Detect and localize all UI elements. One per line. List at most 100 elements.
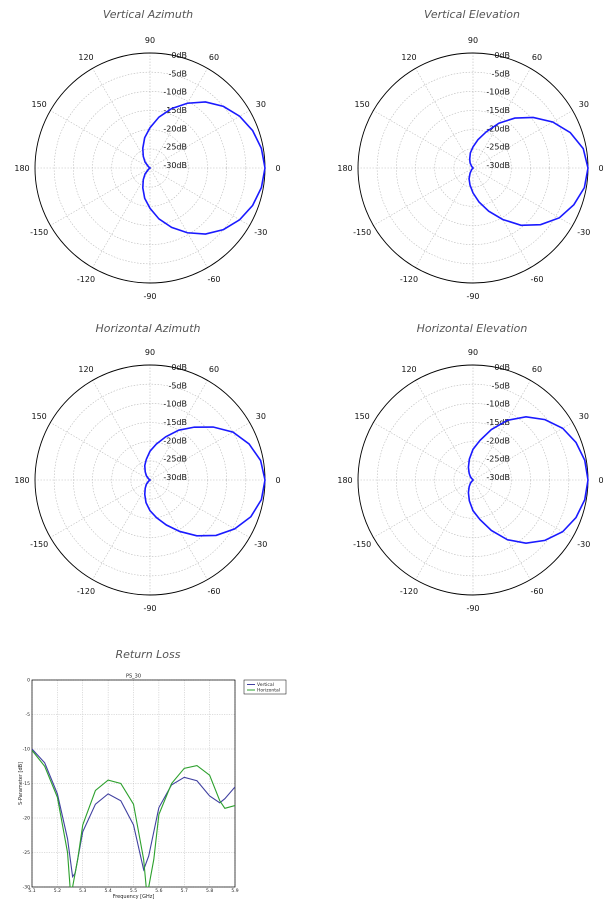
polar-grid-spoke	[149, 422, 250, 481]
radial-tick-label: 0dB	[494, 363, 510, 372]
x-tick-label: 5.6	[155, 888, 162, 894]
polar-grid-spoke	[415, 167, 474, 268]
angle-tick-label: 120	[78, 365, 93, 374]
plot-subtitle: PS_30	[126, 674, 141, 680]
x-tick-label: 5.9	[231, 888, 238, 894]
polar-chart-3: 90 60 30 0 -30 -60 -90 -120 -150 180 150 120 0dB -5dB…	[337, 348, 603, 613]
polar-grid-spoke	[415, 68, 474, 169]
angle-tick-label: 180	[14, 476, 29, 485]
radial-tick-label: -25dB	[163, 455, 187, 464]
radial-tick-label: -5dB	[491, 69, 510, 78]
polar-grid-ring	[73, 403, 227, 557]
radial-tick-label: -10dB	[486, 88, 510, 97]
y-tick-label: -15	[23, 781, 30, 787]
polar-grid-ring	[434, 129, 512, 207]
polar-grid-spoke	[92, 479, 151, 580]
angle-tick-label: 150	[32, 412, 47, 421]
angle-tick-label: -120	[400, 587, 418, 596]
x-tick-label: 5.1	[28, 888, 35, 894]
series-line-horizontal	[32, 750, 235, 887]
legend-entry: Vertical	[257, 682, 274, 688]
polar-grid-spoke	[415, 380, 474, 481]
angle-tick-label: 120	[78, 53, 93, 62]
return-loss-chart: 5.1 5.2 5.3 5.4 5.5 5.6 5.7 5.8 5.9 0 -5 -10 -15 -20 -…	[18, 674, 287, 900]
polar-grid-spoke	[415, 479, 474, 580]
radial-tick-label: -20dB	[486, 124, 510, 133]
polar-grid-spoke	[472, 479, 531, 580]
radial-tick-label: 0dB	[494, 51, 510, 60]
angle-tick-label: -60	[530, 275, 543, 284]
polar-grid-ring	[111, 441, 189, 519]
x-tick-label: 5.3	[79, 888, 86, 894]
angle-tick-label: -120	[77, 587, 95, 596]
y-axis-label: S-Parameter [dB]	[18, 762, 24, 805]
radial-tick-label: -15dB	[163, 106, 187, 115]
y-tick-label: -20	[23, 816, 30, 822]
polar-grid-spoke	[373, 110, 474, 169]
angle-tick-label: -60	[530, 587, 543, 596]
plot-frame	[31, 679, 236, 888]
angle-tick-label: -150	[353, 228, 371, 237]
angle-tick-label: 60	[209, 53, 219, 62]
radial-tick-label: -5dB	[168, 69, 187, 78]
polar-grid-ring	[396, 91, 550, 245]
radial-tick-label: -25dB	[486, 143, 510, 152]
polar-grid-spoke	[92, 380, 151, 481]
angle-tick-label: 180	[337, 164, 352, 173]
chart-title-horizontal-azimuth: Horizontal Azimuth	[95, 322, 201, 335]
polar-grid-spoke	[50, 167, 151, 226]
angle-tick-label: 150	[32, 100, 47, 109]
radial-tick-label: -10dB	[486, 400, 510, 409]
angle-tick-label: -30	[254, 228, 267, 237]
radial-tick-label: -10dB	[163, 88, 187, 97]
polar-grid-spoke	[373, 422, 474, 481]
angle-tick-label: 60	[532, 365, 542, 374]
polar-grid-spoke	[472, 110, 573, 169]
chart-title-return-loss: Return Loss	[115, 648, 181, 661]
polar-grid-spoke	[472, 68, 531, 169]
polar-grid-spoke	[50, 110, 151, 169]
polar-grid-spoke	[149, 167, 250, 226]
y-tick-label: -5	[26, 712, 31, 718]
polar-grid-spoke	[472, 422, 573, 481]
polar-grid-spoke	[472, 380, 531, 481]
polar-grid-ring	[53, 71, 247, 265]
polar-grid-ring	[53, 383, 247, 577]
angle-tick-label: 180	[337, 476, 352, 485]
radial-tick-label: 0dB	[171, 51, 187, 60]
radial-tick-label: -5dB	[491, 381, 510, 390]
angle-tick-label: 90	[468, 348, 478, 357]
angle-tick-label: -60	[207, 275, 220, 284]
polar-grid-spoke	[149, 167, 208, 268]
y-tick-label: 0	[27, 678, 30, 684]
angle-tick-label: -150	[30, 228, 48, 237]
radial-tick-label: -15dB	[163, 418, 187, 427]
angle-tick-label: 90	[145, 348, 155, 357]
polar-pattern-line	[143, 426, 266, 537]
angle-tick-label: 90	[468, 36, 478, 45]
radial-tick-label: -30dB	[163, 473, 187, 482]
polar-grid-spoke	[373, 167, 474, 226]
x-tick-label: 5.8	[206, 888, 213, 894]
polar-grid-spoke	[472, 167, 531, 268]
y-tick-label: -30	[23, 885, 30, 891]
angle-tick-label: -120	[400, 275, 418, 284]
x-tick-label: 5.7	[181, 888, 188, 894]
polar-grid-ring	[73, 91, 227, 245]
polar-grid-spoke	[149, 68, 208, 169]
angle-tick-label: -30	[577, 228, 590, 237]
polar-grid-ring	[376, 383, 570, 577]
angle-tick-label: -90	[143, 292, 156, 301]
radial-tick-label: -30dB	[486, 161, 510, 170]
polar-grid-spoke	[149, 479, 208, 580]
angle-tick-label: 30	[256, 412, 266, 421]
polar-grid-spoke	[92, 167, 151, 268]
angle-tick-label: -60	[207, 587, 220, 596]
angle-tick-label: 150	[355, 100, 370, 109]
angle-tick-label: -120	[77, 275, 95, 284]
angle-tick-label: -150	[30, 540, 48, 549]
radial-tick-label: -30dB	[163, 161, 187, 170]
angle-tick-label: 120	[401, 53, 416, 62]
angle-tick-label: -90	[466, 604, 479, 613]
